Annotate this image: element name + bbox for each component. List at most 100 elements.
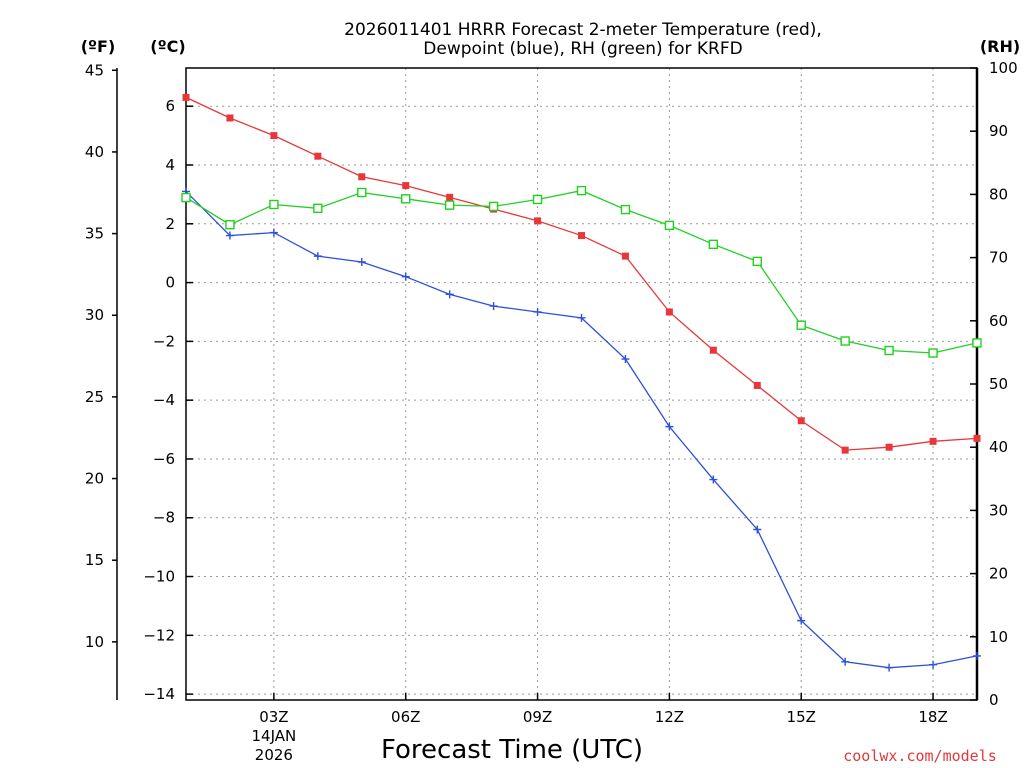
c-tick-label: 0 (165, 274, 175, 292)
rh-tick-label: 40 (989, 438, 1008, 456)
c-tick-label: 4 (165, 156, 175, 174)
rh-point (664, 220, 675, 231)
c-tick-label: −12 (143, 626, 175, 644)
temperature-point (534, 217, 542, 225)
rh-tick-label: 80 (989, 185, 1008, 203)
temperature-point (709, 346, 717, 354)
x-tick-label: 15Z (787, 708, 816, 726)
temperature-line (185, 96, 978, 451)
temperature-point (885, 443, 893, 451)
dewpoint-point (973, 651, 981, 660)
dewpoint-point (445, 290, 454, 299)
rh-tick-label: 60 (989, 312, 1008, 330)
rh-point (576, 185, 587, 196)
rh-tick-label: 100 (989, 59, 1018, 77)
rh-tick-label: 90 (989, 122, 1008, 140)
x-axis-title: Forecast Time (UTC) (381, 735, 643, 765)
x-tick-label: 09Z (523, 708, 552, 726)
rh-unit-label: (RH) (980, 37, 1020, 56)
dewpoint-point (357, 258, 366, 267)
rh-point (928, 348, 938, 358)
temperature-point (270, 132, 278, 140)
rh-point (532, 194, 543, 205)
dewpoint-point (313, 252, 322, 261)
dewpoint-point (621, 355, 630, 364)
rh-point (225, 220, 235, 230)
temperature-point (446, 193, 454, 201)
temperature-point (314, 152, 322, 160)
rh-tick-label: 0 (989, 691, 999, 709)
rh-point (401, 194, 411, 204)
rh-point (488, 201, 499, 212)
x-tick-label: 03Z (259, 708, 288, 726)
dewpoint-point (753, 525, 762, 534)
c-tick-label: 2 (165, 215, 175, 233)
dewpoint-point (885, 663, 894, 672)
temperature-point (841, 446, 849, 454)
rh-tick-label: 30 (989, 501, 1008, 519)
dewpoint-line (185, 191, 978, 669)
rh-point (357, 187, 367, 198)
x-tick-label: 18Z (918, 708, 947, 726)
c-tick-label: −8 (153, 509, 175, 527)
plot-frame (185, 67, 978, 701)
f-tick-label: 15 (85, 551, 104, 569)
temperature-point (621, 252, 629, 260)
temperature-point (665, 308, 673, 316)
rh-point (181, 192, 191, 203)
rh-point (796, 320, 806, 330)
f-tick-label: 40 (85, 143, 104, 161)
dewpoint-point (401, 272, 410, 281)
rh-line (185, 189, 978, 354)
rh-tick-label: 20 (989, 565, 1008, 583)
rh-point (269, 199, 279, 210)
x-tick-label: 12Z (655, 708, 684, 726)
rh-point (620, 204, 631, 215)
dewpoint-point (709, 475, 718, 484)
c-tick-label: −6 (153, 450, 175, 468)
x-year-label: 2026 (255, 746, 293, 764)
rh-point (752, 256, 762, 267)
c-tick-label: −4 (153, 391, 175, 409)
temperature-point (578, 232, 585, 240)
temperature-point (402, 182, 410, 190)
temperature-point (973, 434, 981, 442)
chart-title-line-2: Dewpoint (blue), RH (green) for KRFD (423, 39, 742, 59)
celsius-unit-label: (ºC) (150, 37, 185, 56)
x-date-label: 14JAN (252, 727, 297, 745)
f-tick-label: 10 (85, 633, 104, 651)
rh-point (884, 345, 894, 356)
temperature-point (226, 114, 234, 122)
rh-tick-label: 70 (989, 249, 1008, 267)
rh-point (444, 200, 455, 210)
c-tick-label: −14 (143, 685, 175, 703)
c-tick-label: 6 (165, 97, 175, 115)
credit-label: coolwx.com/models (843, 747, 997, 765)
rh-point (972, 338, 982, 348)
x-tick-label: 06Z (391, 708, 420, 726)
dewpoint-point (225, 231, 234, 240)
rh-tick-label: 10 (989, 628, 1008, 646)
rh-point (708, 239, 719, 250)
fahrenheit-unit-label: (ºF) (81, 37, 116, 56)
axes-layer (116, 67, 979, 701)
dewpoint-point (533, 307, 542, 316)
chart-title-line-1: 2026011401 HRRR Forecast 2-meter Tempera… (344, 20, 822, 40)
temperature-point (929, 437, 937, 445)
c-tick-label: −2 (153, 332, 175, 350)
dewpoint-point (489, 302, 498, 311)
series-layer (181, 93, 982, 672)
rh-point (313, 203, 323, 214)
rh-point (840, 336, 850, 346)
dewpoint-point (577, 313, 586, 322)
dewpoint-point (841, 657, 850, 666)
temperature-point (182, 93, 190, 101)
dewpoint-point (269, 228, 278, 237)
f-tick-label: 25 (85, 388, 104, 406)
grid-layer (186, 68, 977, 700)
rh-tick-label: 50 (989, 375, 1008, 393)
f-tick-label: 20 (85, 470, 104, 488)
f-tick-label: 35 (85, 225, 104, 243)
f-tick-label: 45 (85, 61, 104, 79)
